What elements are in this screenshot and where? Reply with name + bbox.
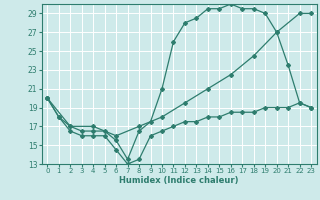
X-axis label: Humidex (Indice chaleur): Humidex (Indice chaleur)	[119, 176, 239, 185]
